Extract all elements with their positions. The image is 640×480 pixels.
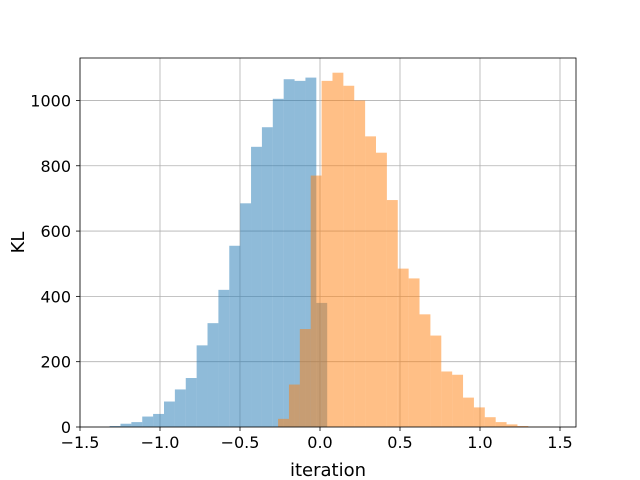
histogram-bar-series-1 [283, 79, 295, 428]
y-tick-label: 800 [40, 157, 71, 176]
histogram-bar-series-2 [376, 152, 387, 428]
histogram-bar-series-2 [397, 268, 409, 427]
histogram-bar-series-2 [463, 397, 474, 427]
histogram-bar-series-2 [321, 80, 333, 428]
histogram-bar-series-1 [142, 416, 154, 427]
histogram-bar-series-1 [218, 289, 230, 427]
histogram-bar-series-2 [343, 85, 355, 427]
x-tick-label: 1.0 [467, 433, 492, 452]
histogram-bar-series-1 [120, 423, 132, 427]
histogram-bar-series-2 [484, 417, 496, 427]
histogram-bar-series-2 [310, 175, 322, 427]
histogram-bars [109, 72, 551, 428]
histogram-bar-series-2 [354, 100, 366, 427]
histogram-bar-series-2 [365, 136, 376, 427]
histogram-bar-series-1 [185, 378, 197, 427]
histogram-bar-series-1 [261, 127, 273, 427]
y-tick-label: 0 [61, 418, 71, 437]
x-tick-label: −0.5 [221, 433, 260, 452]
x-tick-label: −1.5 [61, 433, 100, 452]
histogram-bar-series-1 [109, 426, 121, 427]
y-tick-label: 400 [40, 287, 71, 306]
histogram-bar-series-2 [452, 374, 464, 427]
histogram-bar-series-2 [517, 426, 529, 427]
histogram-bar-series-1 [207, 323, 219, 427]
x-tick-label: −1.0 [141, 433, 180, 452]
x-axis-label: iteration [290, 460, 366, 480]
y-tick-label: 200 [40, 353, 71, 372]
histogram-bar-series-1 [174, 389, 186, 427]
histogram-bar-series-2 [278, 418, 289, 427]
histogram-bar-series-1 [229, 245, 241, 427]
histogram-bar-series-2 [441, 371, 453, 427]
plot-frame [79, 57, 577, 428]
histogram-bar-series-2 [430, 335, 442, 427]
histogram-bar-series-2 [288, 384, 300, 427]
x-tick-label: 1.5 [547, 433, 572, 452]
histogram-bar-series-1 [251, 146, 262, 428]
x-tick-label: 0.0 [307, 433, 332, 452]
histogram-bar-series-1 [294, 80, 306, 428]
histogram-bar-series-2 [506, 424, 518, 427]
y-tick-label: 1000 [30, 91, 71, 110]
histogram-bar-series-2 [419, 314, 431, 427]
y-tick-label: 600 [40, 222, 71, 241]
histogram-bar-series-1 [196, 345, 208, 427]
histogram-bar-series-1 [153, 413, 164, 427]
histogram-bar-series-2 [473, 407, 485, 427]
histogram-bar-series-2 [408, 278, 420, 427]
histogram-bar-series-2 [299, 329, 311, 427]
histogram-bar-series-1 [240, 203, 252, 427]
histogram-bar-series-1 [272, 98, 284, 428]
y-axis-label: KL [8, 232, 29, 254]
y-axis-ticks: 0 200 400 600 800 1000 [30, 91, 80, 437]
x-axis-ticks: −1.5 −1.0 −0.5 0.0 0.5 1.0 1.5 [61, 427, 573, 452]
histogram-bar-series-1 [164, 401, 175, 427]
x-tick-label: 0.5 [387, 433, 412, 452]
histogram-bar-series-2 [386, 200, 398, 427]
histogram-bar-series-1 [131, 422, 143, 427]
histogram-bar-series-2 [332, 72, 344, 427]
histogram-bar-series-2 [495, 422, 507, 427]
